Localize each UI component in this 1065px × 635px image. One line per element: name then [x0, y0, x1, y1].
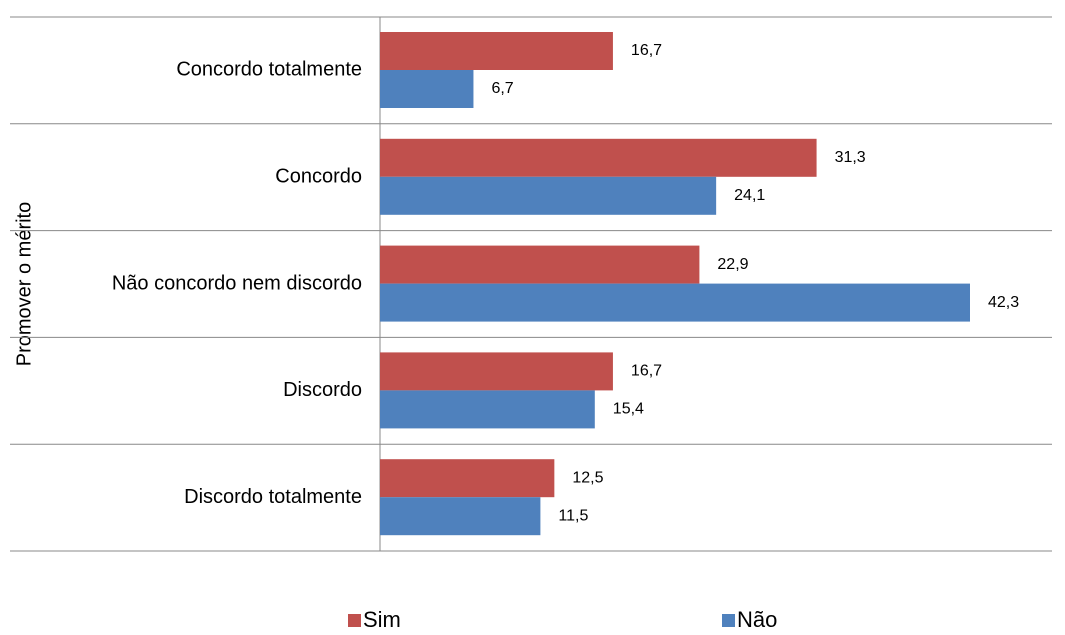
bar: [380, 283, 970, 322]
value-label: 22,9: [717, 256, 748, 273]
bar: [380, 390, 595, 429]
bar: [380, 459, 555, 498]
bar: [380, 176, 717, 215]
bar: [380, 32, 613, 70]
value-label: 16,7: [631, 363, 662, 380]
category-label: Não concordo nem discordo: [112, 272, 362, 294]
legend-label: Sim: [363, 607, 401, 632]
value-label: 42,3: [988, 294, 1019, 311]
value-label: 12,5: [572, 469, 603, 486]
value-label: 24,1: [734, 187, 765, 204]
bar: [380, 352, 613, 391]
value-label: 31,3: [835, 149, 866, 166]
bar: [380, 245, 700, 284]
value-label: 15,4: [613, 401, 644, 418]
value-label: 6,7: [491, 80, 513, 97]
y-axis-label: Promover o mérito: [13, 202, 35, 367]
legend-swatch: [348, 614, 361, 627]
value-label: 11,5: [558, 507, 588, 524]
category-label: Concordo: [275, 165, 362, 187]
category-label: Discordo: [283, 379, 362, 401]
bar: [380, 138, 817, 177]
category-label: Concordo totalmente: [176, 59, 362, 81]
legend-swatch: [722, 614, 735, 627]
legend-label: Não: [737, 607, 777, 632]
category-label: Discordo totalmente: [184, 486, 362, 508]
bar: [380, 497, 541, 536]
bar: [380, 70, 474, 108]
value-label: 16,7: [631, 42, 662, 59]
